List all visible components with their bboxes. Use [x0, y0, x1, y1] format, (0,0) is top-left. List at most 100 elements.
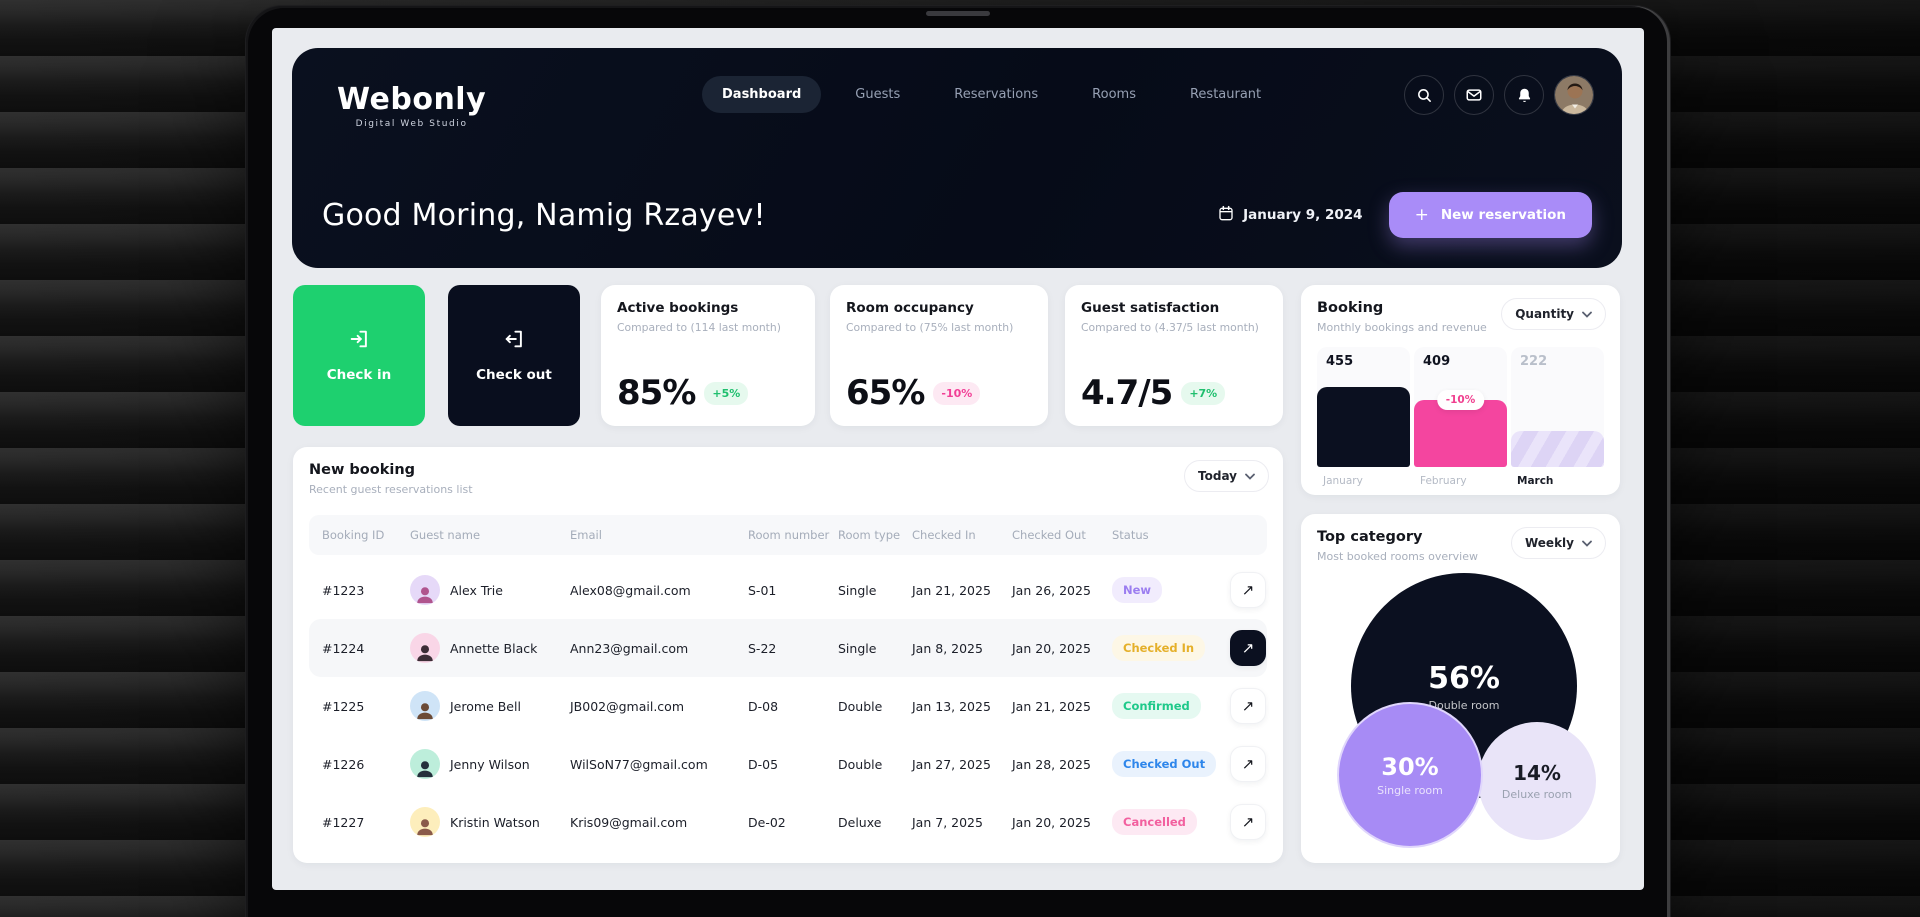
- open-row-button[interactable]: ↗: [1230, 630, 1266, 666]
- new-reservation-label: New reservation: [1440, 207, 1566, 223]
- cell-email: WilSoN77@gmail.com: [570, 756, 708, 772]
- cell-email: Ann23@gmail.com: [570, 640, 689, 656]
- table-header-row: Booking ID Guest name Email Room number …: [309, 515, 1267, 555]
- bar-february: -10%: [1414, 390, 1507, 467]
- col-room-type: Room type: [838, 528, 901, 542]
- booking-chart-card: Booking Monthly bookings and revenue Qua…: [1301, 285, 1620, 495]
- check-out-icon: [503, 328, 525, 354]
- bell-icon: [1516, 87, 1533, 104]
- status-badge: New: [1112, 577, 1163, 603]
- top-category-card: Top category Most booked rooms overview …: [1301, 514, 1620, 863]
- bar-value: 409: [1423, 354, 1451, 369]
- guest-avatar: [410, 807, 440, 837]
- chevron-down-icon: [1582, 307, 1592, 321]
- brand-name: Webonly: [337, 82, 487, 117]
- status-badge: Checked Out: [1112, 751, 1217, 777]
- booking-filter-value: Quantity: [1515, 307, 1574, 321]
- bar-label-january: January: [1323, 475, 1363, 487]
- bubble-single-room: 30% Single room: [1337, 702, 1483, 848]
- cell-room-type: Deluxe: [838, 814, 882, 830]
- cell-booking-id: #1225: [322, 698, 365, 714]
- guest-name: Jerome Bell: [450, 698, 521, 714]
- col-status: Status: [1112, 528, 1149, 542]
- stat-card-guest-satisfaction: Guest satisfaction Compared to (4.37/5 l…: [1065, 285, 1283, 426]
- bar-label-march: March: [1517, 475, 1554, 487]
- cell-booking-id: #1224: [322, 640, 365, 656]
- open-row-button[interactable]: ↗: [1230, 746, 1266, 782]
- bubble-label: Double room: [1428, 698, 1500, 712]
- cell-booking-id: #1226: [322, 756, 365, 772]
- check-out-button[interactable]: Check out: [448, 285, 580, 426]
- check-out-label: Check out: [476, 367, 552, 383]
- bar-delta-badge: -10%: [1436, 390, 1485, 410]
- notifications-button[interactable]: [1504, 75, 1544, 115]
- nav-item-guests[interactable]: Guests: [855, 87, 901, 102]
- mail-button[interactable]: [1454, 75, 1494, 115]
- cell-checked-in: Jan 7, 2025: [912, 814, 983, 830]
- cell-checked-out: Jan 20, 2025: [1012, 814, 1091, 830]
- table-row: #1227 Kristin Watson Kris09@gmail.com De…: [309, 793, 1267, 851]
- cell-checked-out: Jan 20, 2025: [1012, 640, 1091, 656]
- nav-item-rooms[interactable]: Rooms: [1092, 87, 1136, 102]
- cell-email: JB002@gmail.com: [570, 698, 685, 714]
- main-nav: Dashboard Guests Reservations Rooms Rest…: [702, 76, 1281, 113]
- bubble-pct: 30%: [1381, 753, 1439, 781]
- bar-march: [1511, 431, 1604, 467]
- check-in-icon: [348, 328, 370, 354]
- table-row: #1225 Jerome Bell JB002@gmail.com D-08 D…: [309, 677, 1267, 735]
- cell-email: Alex08@gmail.com: [570, 582, 691, 598]
- brand-logo: Webonly Digital Web Studio: [337, 82, 486, 129]
- open-row-button[interactable]: ↗: [1230, 688, 1266, 724]
- top-category-subtitle: Most booked rooms overview: [1317, 550, 1478, 563]
- cell-room-number: De-02: [748, 814, 786, 830]
- guest-avatar: [410, 749, 440, 779]
- nav-item-restaurant[interactable]: Restaurant: [1189, 87, 1262, 102]
- bubble-label: Single room: [1377, 784, 1443, 797]
- header-panel: Webonly Digital Web Studio Dashboard Gue…: [292, 48, 1622, 268]
- stat-title: Room occupancy: [846, 300, 974, 316]
- status-badge: Cancelled: [1112, 809, 1197, 835]
- bar-january: [1317, 387, 1410, 467]
- cell-checked-in: Jan 13, 2025: [912, 698, 991, 714]
- guest-name: Alex Trie: [450, 582, 503, 598]
- cell-checked-out: Jan 26, 2025: [1012, 582, 1091, 598]
- table-title: New booking: [309, 462, 416, 478]
- open-row-button[interactable]: ↗: [1230, 572, 1266, 608]
- stat-delta-badge: +7%: [1181, 381, 1226, 405]
- cell-booking-id: #1223: [322, 582, 365, 598]
- bar-column-february: 409 -10%: [1414, 347, 1507, 467]
- check-in-button[interactable]: Check in: [293, 285, 425, 426]
- stat-subtitle: Compared to (114 last month): [617, 321, 781, 334]
- table-row: #1224 Annette Black Ann23@gmail.com S-22…: [309, 619, 1267, 677]
- cell-room-type: Single: [838, 582, 877, 598]
- nav-item-dashboard[interactable]: Dashboard: [702, 76, 822, 113]
- chevron-down-icon: [1582, 536, 1592, 550]
- laptop-camera-notch: [926, 11, 990, 16]
- cell-room-type: Double: [838, 756, 883, 772]
- stat-delta-badge: +5%: [704, 381, 749, 405]
- bubble-pct: 56%: [1428, 660, 1500, 696]
- guest-name: Kristin Watson: [450, 814, 540, 830]
- open-row-button[interactable]: ↗: [1230, 804, 1266, 840]
- table-filter-dropdown[interactable]: Today: [1184, 460, 1269, 492]
- search-icon: [1416, 87, 1433, 104]
- cell-guest: Alex Trie: [410, 575, 570, 605]
- top-category-filter-dropdown[interactable]: Weekly: [1510, 527, 1606, 559]
- new-reservation-button[interactable]: + New reservation: [1388, 192, 1592, 238]
- cell-room-type: Single: [838, 640, 877, 656]
- status-badge: Confirmed: [1112, 693, 1201, 719]
- mail-icon: [1465, 86, 1483, 104]
- col-checked-out: Checked Out: [1012, 528, 1086, 542]
- bubble-pct: 14%: [1513, 761, 1561, 785]
- guest-name: Jenny Wilson: [450, 756, 530, 772]
- booking-chart-title: Booking: [1317, 300, 1384, 316]
- cell-booking-id: #1227: [322, 814, 365, 830]
- cell-room-type: Double: [838, 698, 883, 714]
- user-avatar[interactable]: [1554, 75, 1594, 115]
- nav-item-reservations[interactable]: Reservations: [954, 87, 1039, 102]
- booking-filter-dropdown[interactable]: Quantity: [1501, 298, 1606, 330]
- search-button[interactable]: [1404, 75, 1444, 115]
- header-right-group: January 9, 2024 + New reservation: [1218, 192, 1592, 238]
- stat-subtitle: Compared to (75% last month): [846, 321, 1014, 334]
- chevron-down-icon: [1245, 469, 1255, 483]
